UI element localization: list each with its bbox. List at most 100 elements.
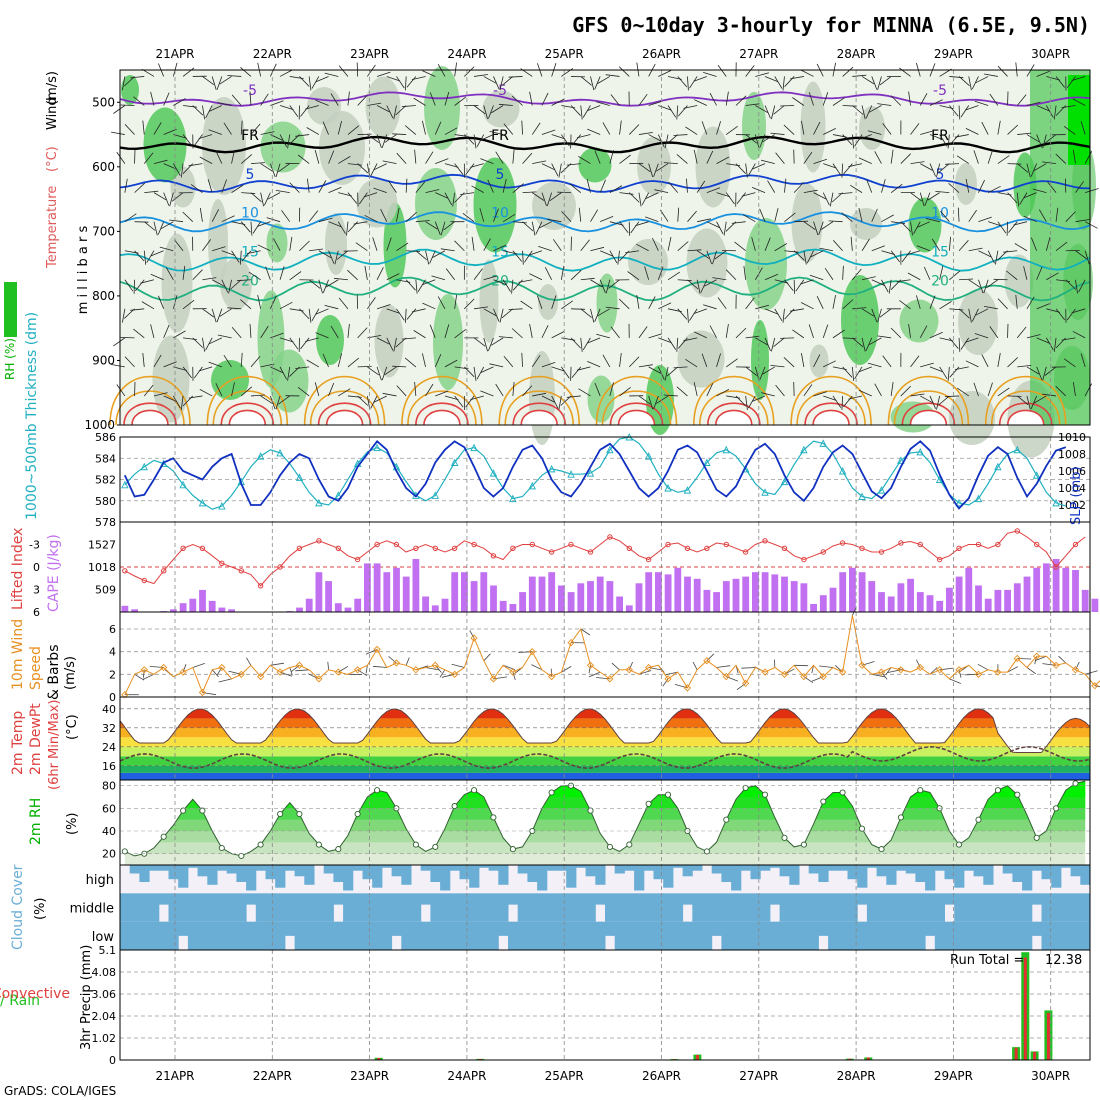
wind-barb bbox=[425, 151, 434, 164]
wind-barb bbox=[1026, 101, 1041, 106]
wind-barb bbox=[858, 389, 872, 397]
warm-dome-contour bbox=[206, 376, 289, 426]
wind-barb bbox=[958, 337, 961, 352]
wind-barb bbox=[731, 221, 746, 224]
cloud-low-bar bbox=[614, 921, 625, 950]
isotherm-10 bbox=[119, 211, 1091, 233]
wind-barb bbox=[315, 76, 329, 83]
rh-point bbox=[471, 787, 478, 794]
surface-wind-barb bbox=[1058, 655, 1067, 664]
wind-barb bbox=[667, 236, 672, 251]
cloud-high-bar bbox=[1022, 865, 1033, 891]
wind-speed-point bbox=[121, 691, 129, 699]
wind-barb bbox=[202, 105, 205, 120]
cloud-low-bar bbox=[333, 921, 344, 950]
cape-bar bbox=[800, 583, 808, 612]
wind-barb bbox=[851, 134, 854, 149]
surface-wind-barb bbox=[736, 683, 746, 691]
rh-patch bbox=[415, 168, 457, 240]
cape-bar bbox=[887, 596, 895, 612]
wind-barb bbox=[989, 93, 999, 106]
warm-dome-contour bbox=[984, 376, 1067, 426]
cloud-low-bar bbox=[129, 921, 140, 950]
wind-barb bbox=[890, 149, 894, 164]
wind-speed-point bbox=[489, 675, 498, 683]
wind-barb bbox=[741, 192, 756, 197]
wind-barb bbox=[861, 308, 875, 317]
wind-barb bbox=[668, 181, 679, 193]
wind-barb bbox=[275, 190, 290, 194]
cloud-middle-bar bbox=[828, 893, 839, 922]
wind-barb bbox=[861, 105, 866, 120]
wind-barb bbox=[987, 150, 993, 164]
wind-barb bbox=[240, 221, 251, 233]
cloud-middle-bar bbox=[343, 893, 354, 922]
wind-barb bbox=[373, 187, 387, 194]
wind-barb bbox=[503, 250, 517, 255]
wind-barb bbox=[217, 334, 232, 339]
rh-patch bbox=[908, 197, 942, 253]
wind-barb bbox=[687, 249, 702, 252]
wind-barb bbox=[762, 366, 775, 375]
date-label-bottom: 21APR bbox=[155, 1069, 194, 1083]
cloud-high-bar bbox=[760, 865, 771, 871]
wind-barb bbox=[163, 395, 177, 402]
rh-patch bbox=[596, 273, 618, 333]
wind-barb bbox=[153, 122, 162, 135]
cape-bar bbox=[528, 576, 536, 612]
cloud-low-bar bbox=[925, 921, 936, 936]
wind-barb bbox=[843, 163, 853, 175]
wind-barb bbox=[888, 279, 892, 294]
cloud-middle-bar bbox=[682, 893, 693, 905]
cloud-middle-bar bbox=[411, 893, 422, 922]
wind-barb bbox=[683, 105, 698, 109]
wind-barb bbox=[376, 267, 384, 280]
wind-barb bbox=[1023, 215, 1037, 223]
wind-barb bbox=[917, 221, 931, 228]
wind-barb bbox=[743, 265, 747, 280]
wind-barb bbox=[924, 192, 931, 206]
pressure-tick: 600 bbox=[92, 160, 115, 174]
wind-barb bbox=[163, 92, 170, 106]
wind-barb bbox=[989, 326, 999, 339]
li-tick: -3 bbox=[29, 539, 40, 552]
wind-barb bbox=[470, 163, 484, 168]
wind-barb bbox=[273, 238, 281, 251]
wind-speed-point bbox=[858, 661, 866, 669]
wind-barb bbox=[476, 134, 485, 147]
wind-barb bbox=[725, 269, 737, 281]
wind-barb bbox=[570, 105, 581, 116]
cloud-low-bar bbox=[634, 921, 645, 950]
cloud-middle-bar bbox=[401, 893, 412, 922]
wind-barb bbox=[949, 366, 960, 378]
isotherm-label: FR bbox=[931, 128, 949, 144]
wind-barb bbox=[372, 237, 378, 251]
wind-barb bbox=[965, 178, 970, 193]
wind-barb bbox=[248, 271, 261, 281]
wind-barb bbox=[823, 360, 836, 368]
wind-barb bbox=[958, 76, 970, 87]
cloud-middle-bar bbox=[129, 893, 140, 922]
cape-bar bbox=[383, 572, 391, 612]
surface-wind-barb bbox=[211, 669, 219, 678]
cloud-low-bar bbox=[488, 921, 499, 950]
cloud-middle-bar bbox=[420, 893, 431, 905]
rh-patch bbox=[578, 147, 612, 183]
cloud-middle-bar bbox=[197, 893, 208, 922]
wind-barb bbox=[1084, 250, 1090, 265]
date-label-top: 26APR bbox=[642, 47, 681, 61]
wind-barb bbox=[180, 163, 184, 178]
wind-barb bbox=[193, 134, 203, 147]
wind-barb bbox=[1038, 209, 1047, 222]
minmax-axis-label: (6hr Min/Max) bbox=[47, 700, 62, 790]
wind-speed-point bbox=[431, 661, 439, 669]
wind-barb bbox=[939, 366, 948, 380]
cape-bar bbox=[878, 592, 885, 612]
wind-barb bbox=[473, 337, 486, 347]
wind-barb bbox=[638, 192, 642, 207]
wind-barb bbox=[1019, 192, 1028, 205]
wind-barb bbox=[907, 272, 921, 281]
wind-barb bbox=[522, 152, 533, 164]
cloud-high-bar bbox=[682, 865, 693, 877]
wind-barb bbox=[841, 163, 844, 178]
